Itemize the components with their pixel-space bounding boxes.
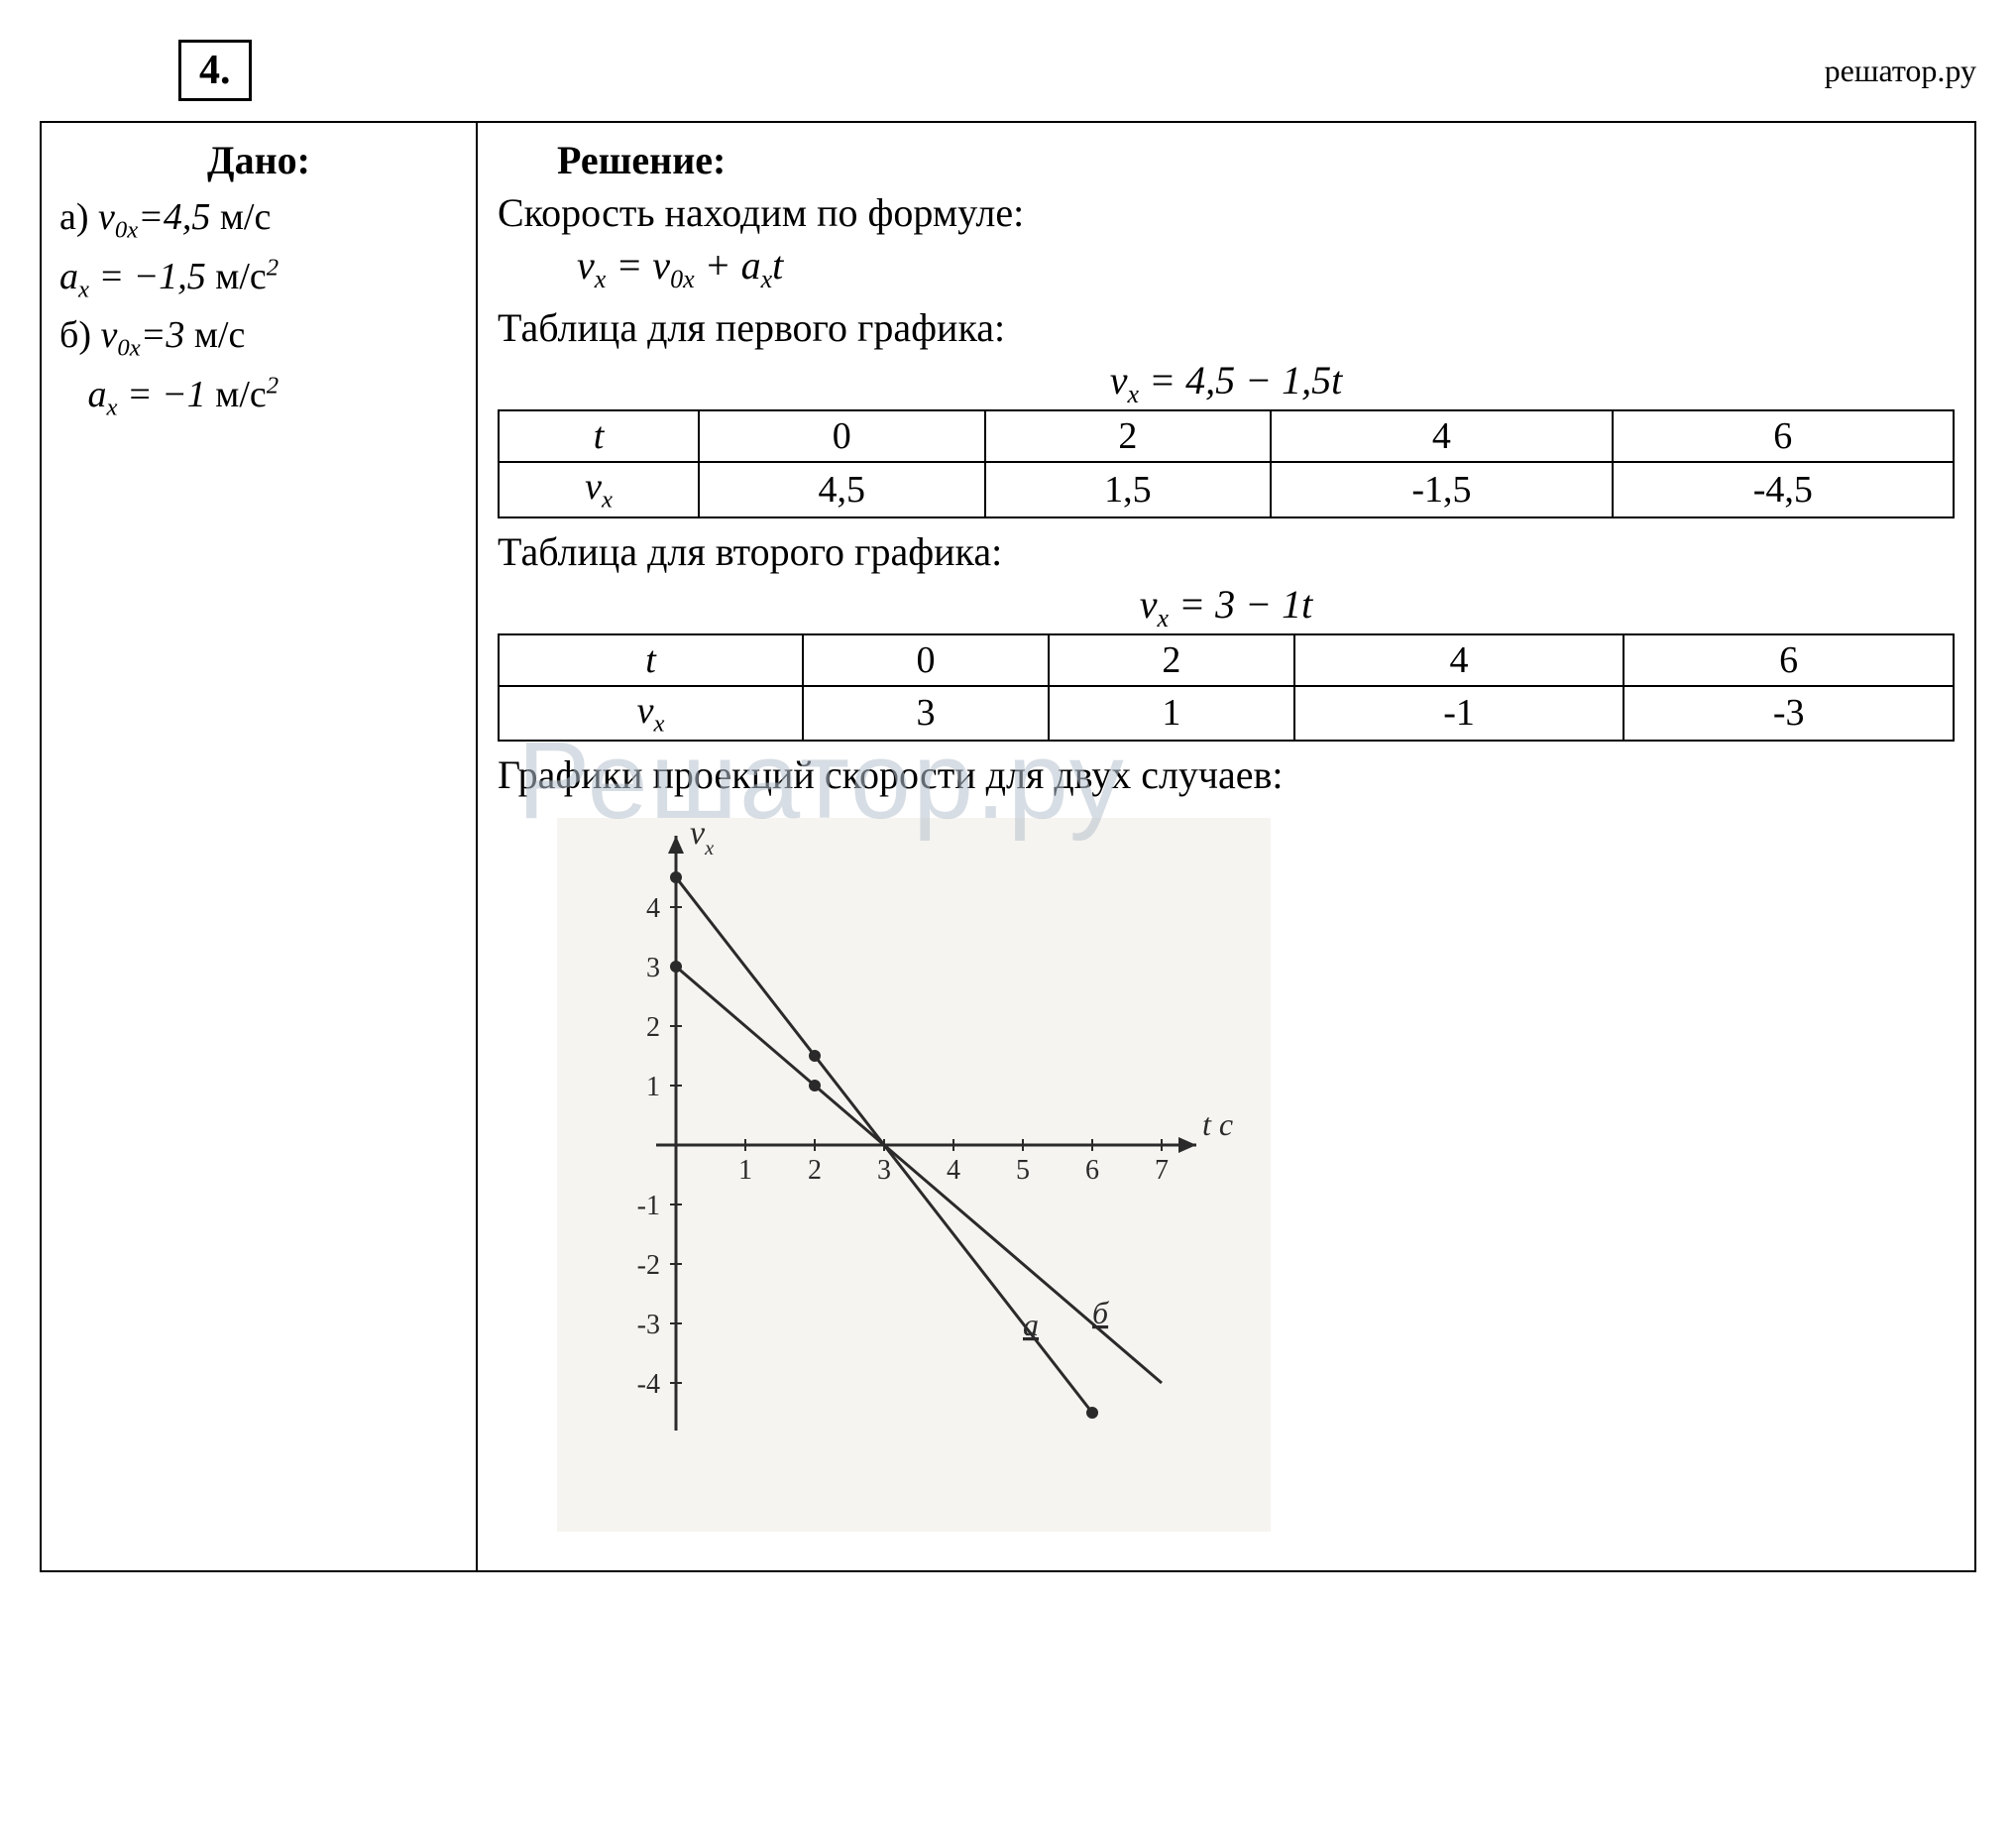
given-column: Дано: а) v0x=4,5 м/с ax = −1,5 м/с2 б) v… <box>42 123 478 1570</box>
svg-text:4: 4 <box>947 1155 960 1186</box>
table1-t-1: 2 <box>985 410 1272 462</box>
solution-column: Решение: Скорость находим по формуле: vx… <box>478 123 1974 1570</box>
table1-t-label: t <box>499 410 699 462</box>
svg-text:1: 1 <box>646 1072 660 1102</box>
header-row: 4. решатор.ру <box>40 40 1976 101</box>
svg-text:2: 2 <box>808 1155 822 1186</box>
svg-text:7: 7 <box>1155 1155 1169 1186</box>
table1-caption: Таблица для первого графика: <box>498 304 1955 351</box>
svg-text:3: 3 <box>646 953 660 983</box>
svg-text:-4: -4 <box>637 1369 660 1400</box>
table2-t-1: 2 <box>1049 634 1294 686</box>
table2: t 0 2 4 6 vx 3 1 -1 -3 <box>498 633 1955 743</box>
given-line-1: ax = −1,5 м/с2 <box>59 249 458 308</box>
chart-svg: 12345671234-1-2-3-4t cvxаб <box>557 818 1271 1532</box>
solution-title: Решение: <box>557 137 1955 183</box>
table1-equation: vx = 4,5 − 1,5t <box>498 357 1955 409</box>
given-line-0: а) v0x=4,5 м/с <box>59 189 458 249</box>
table2-v-3: -3 <box>1624 686 1954 742</box>
table2-t-3: 6 <box>1624 634 1954 686</box>
site-label: решатор.ру <box>1825 53 1976 89</box>
table-row: vx 4,5 1,5 -1,5 -4,5 <box>499 462 1954 517</box>
table2-t-2: 4 <box>1294 634 1624 686</box>
table2-caption: Таблица для второго графика: <box>498 528 1955 575</box>
svg-text:3: 3 <box>877 1155 891 1186</box>
table-row: vx 3 1 -1 -3 <box>499 686 1954 742</box>
table1-t-2: 4 <box>1271 410 1612 462</box>
table1-v-0: 4,5 <box>699 462 985 517</box>
table1-v-2: -1,5 <box>1271 462 1612 517</box>
table2-t-0: 0 <box>803 634 1049 686</box>
given-line-2: б) v0x=3 м/с <box>59 307 458 367</box>
table2-v-0: 3 <box>803 686 1049 742</box>
table1-v-label: vx <box>499 462 699 517</box>
given-line-3: ax = −1 м/с2 <box>59 367 458 426</box>
table1-v-1: 1,5 <box>985 462 1272 517</box>
svg-text:2: 2 <box>646 1012 660 1043</box>
svg-text:а: а <box>1023 1307 1039 1342</box>
table1-t-3: 6 <box>1613 410 1954 462</box>
main-box: Дано: а) v0x=4,5 м/с ax = −1,5 м/с2 б) v… <box>40 121 1976 1572</box>
velocity-formula: vx = v0x + axt <box>577 242 1955 294</box>
table2-v-1: 1 <box>1049 686 1294 742</box>
table-row: t 0 2 4 6 <box>499 410 1954 462</box>
charts-caption: Графики проекций скорости для двух случа… <box>498 751 1955 798</box>
table2-t-label: t <box>499 634 803 686</box>
table2-v-label: vx <box>499 686 803 742</box>
velocity-chart: 12345671234-1-2-3-4t cvxаб <box>557 818 1955 1541</box>
table2-v-2: -1 <box>1294 686 1624 742</box>
solution-intro: Скорость находим по формуле: <box>498 189 1955 236</box>
svg-text:4: 4 <box>646 893 660 924</box>
table-row: t 0 2 4 6 <box>499 634 1954 686</box>
table1: t 0 2 4 6 vx 4,5 1,5 -1,5 -4,5 <box>498 409 1955 518</box>
svg-text:5: 5 <box>1016 1155 1030 1186</box>
svg-text:-3: -3 <box>637 1310 660 1340</box>
svg-text:-1: -1 <box>637 1191 660 1221</box>
given-title: Дано: <box>59 137 458 183</box>
problem-number: 4. <box>178 40 252 101</box>
svg-text:б: б <box>1092 1295 1109 1330</box>
table2-equation: vx = 3 − 1t <box>498 581 1955 633</box>
table1-t-0: 0 <box>699 410 985 462</box>
svg-text:t c: t c <box>1202 1106 1233 1142</box>
svg-text:6: 6 <box>1085 1155 1099 1186</box>
svg-text:-2: -2 <box>637 1250 660 1281</box>
svg-text:1: 1 <box>738 1155 752 1186</box>
table1-v-3: -4,5 <box>1613 462 1954 517</box>
